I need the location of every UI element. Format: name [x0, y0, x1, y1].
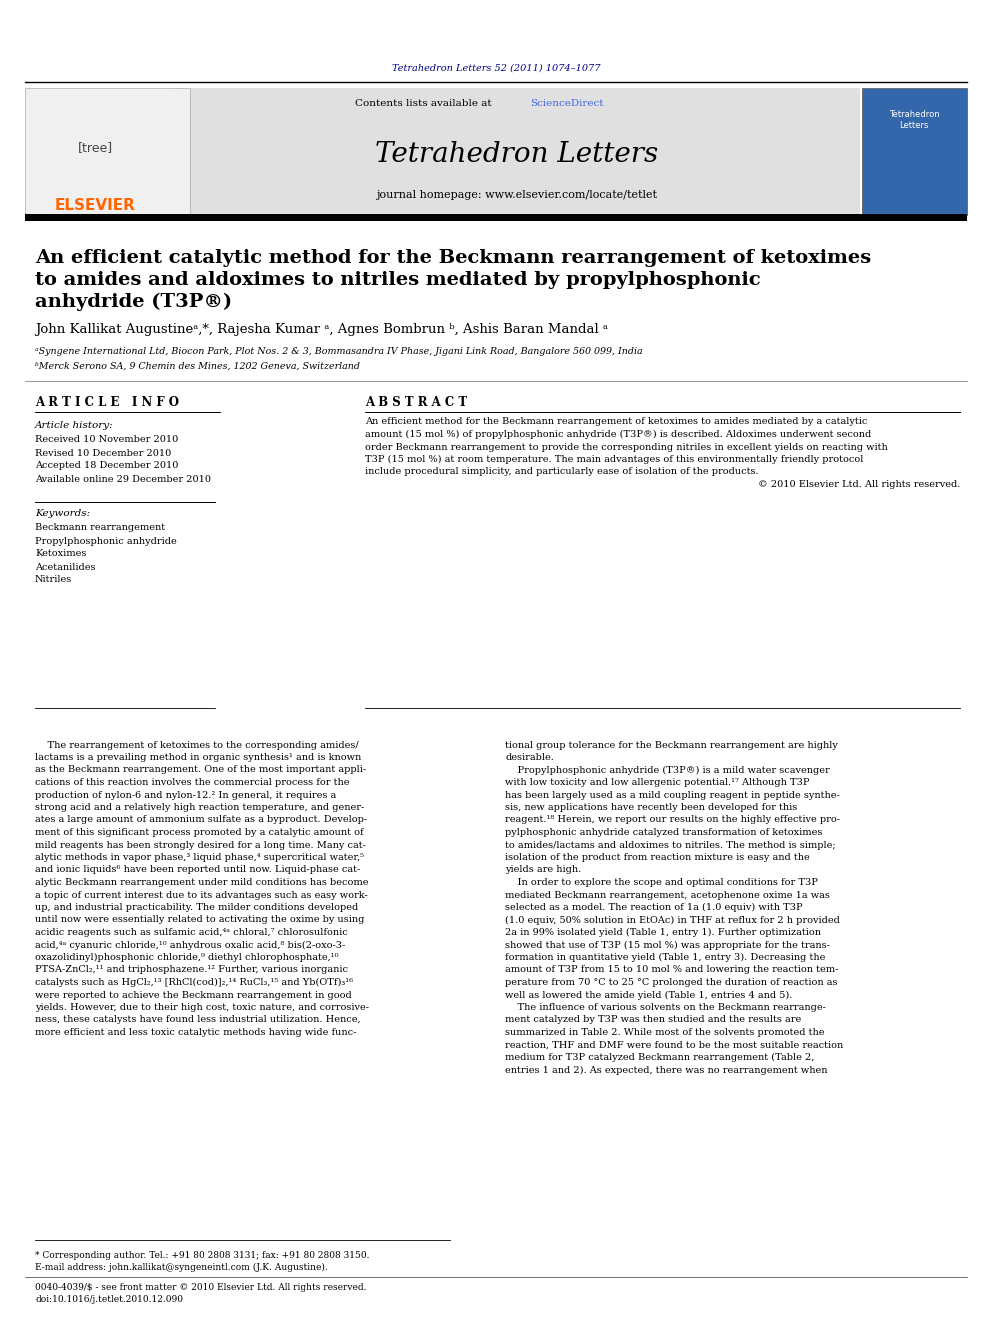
Text: more efficient and less toxic catalytic methods having wide func-: more efficient and less toxic catalytic …	[35, 1028, 356, 1037]
Text: Available online 29 December 2010: Available online 29 December 2010	[35, 475, 211, 483]
Text: summarized in Table 2. While most of the solvents promoted the: summarized in Table 2. While most of the…	[505, 1028, 824, 1037]
Text: showed that use of T3P (15 mol %) was appropriate for the trans-: showed that use of T3P (15 mol %) was ap…	[505, 941, 830, 950]
Text: acidic reagents such as sulfamic acid,⁴ᵃ chloral,⁷ chlorosulfonic: acidic reagents such as sulfamic acid,⁴ᵃ…	[35, 927, 348, 937]
Text: The influence of various solvents on the Beckmann rearrange-: The influence of various solvents on the…	[505, 1003, 826, 1012]
Text: ment catalyzed by T3P was then studied and the results are: ment catalyzed by T3P was then studied a…	[505, 1016, 802, 1024]
Text: [tree]: [tree]	[77, 142, 112, 155]
Text: production of nylon-6 and nylon-12.² In general, it requires a: production of nylon-6 and nylon-12.² In …	[35, 791, 336, 799]
Text: Nitriles: Nitriles	[35, 576, 72, 585]
Text: An efficient method for the Beckmann rearrangement of ketoximes to amides mediat: An efficient method for the Beckmann rea…	[365, 418, 867, 426]
Text: Received 10 November 2010: Received 10 November 2010	[35, 435, 179, 445]
Text: Acetanilides: Acetanilides	[35, 562, 95, 572]
Text: lactams is a prevailing method in organic synthesis¹ and is known: lactams is a prevailing method in organi…	[35, 753, 361, 762]
Text: isolation of the product from reaction mixture is easy and the: isolation of the product from reaction m…	[505, 853, 809, 863]
Text: until now were essentially related to activating the oxime by using: until now were essentially related to ac…	[35, 916, 364, 925]
Text: Revised 10 December 2010: Revised 10 December 2010	[35, 448, 172, 458]
Text: include procedural simplicity, and particularly ease of isolation of the product: include procedural simplicity, and parti…	[365, 467, 759, 476]
Text: 2a in 99% isolated yield (Table 1, entry 1). Further optimization: 2a in 99% isolated yield (Table 1, entry…	[505, 927, 821, 937]
Text: Accepted 18 December 2010: Accepted 18 December 2010	[35, 462, 179, 471]
Text: sis, new applications have recently been developed for this: sis, new applications have recently been…	[505, 803, 798, 812]
Text: Propylphosphonic anhydride: Propylphosphonic anhydride	[35, 537, 177, 545]
Text: alytic Beckmann rearrangement under mild conditions has become: alytic Beckmann rearrangement under mild…	[35, 878, 368, 886]
Text: Tetrahedron
Letters: Tetrahedron Letters	[889, 110, 939, 130]
Text: selected as a model. The reaction of 1a (1.0 equiv) with T3P: selected as a model. The reaction of 1a …	[505, 902, 803, 912]
Text: (1.0 equiv, 50% solution in EtOAc) in THF at reflux for 2 h provided: (1.0 equiv, 50% solution in EtOAc) in TH…	[505, 916, 840, 925]
Text: up, and industrial practicability. The milder conditions developed: up, and industrial practicability. The m…	[35, 904, 358, 912]
Text: Tetrahedron Letters 52 (2011) 1074–1077: Tetrahedron Letters 52 (2011) 1074–1077	[392, 64, 600, 73]
Bar	[175, 89, 860, 216]
Text: alytic methods in vapor phase,³ liquid phase,⁴ supercritical water,⁵: alytic methods in vapor phase,³ liquid p…	[35, 853, 364, 863]
Text: yields are high.: yields are high.	[505, 865, 581, 875]
Text: with low toxicity and low allergenic potential.¹⁷ Although T3P: with low toxicity and low allergenic pot…	[505, 778, 809, 787]
Text: yields. However, due to their high cost, toxic nature, and corrosive-: yields. However, due to their high cost,…	[35, 1003, 369, 1012]
Text: oxazolidinyl)phosphonic chloride,⁹ diethyl chlorophosphate,¹⁰: oxazolidinyl)phosphonic chloride,⁹ dieth…	[35, 953, 338, 962]
Text: ScienceDirect: ScienceDirect	[530, 99, 603, 108]
Text: T3P (15 mol %) at room temperature. The main advantages of this environmentally : T3P (15 mol %) at room temperature. The …	[365, 455, 863, 464]
Text: journal homepage: www.elsevier.com/locate/tetlet: journal homepage: www.elsevier.com/locat…	[377, 191, 658, 200]
Text: reaction, THF and DMF were found to be the most suitable reaction: reaction, THF and DMF were found to be t…	[505, 1040, 843, 1049]
Text: medium for T3P catalyzed Beckmann rearrangement (Table 2,: medium for T3P catalyzed Beckmann rearra…	[505, 1053, 814, 1062]
Text: acid,⁴ᵃ cyanuric chloride,¹⁰ anhydrous oxalic acid,⁸ bis(2-oxo-3-: acid,⁴ᵃ cyanuric chloride,¹⁰ anhydrous o…	[35, 941, 345, 950]
Text: Tetrahedron Letters: Tetrahedron Letters	[375, 142, 659, 168]
Text: The rearrangement of ketoximes to the corresponding amides/: The rearrangement of ketoximes to the co…	[35, 741, 359, 750]
Text: ᵇMerck Serono SA, 9 Chemin des Mines, 1202 Geneva, Switzerland: ᵇMerck Serono SA, 9 Chemin des Mines, 12…	[35, 361, 360, 370]
Text: A R T I C L E   I N F O: A R T I C L E I N F O	[35, 396, 179, 409]
Text: In order to explore the scope and optimal conditions for T3P: In order to explore the scope and optima…	[505, 878, 817, 886]
Text: amount of T3P from 15 to 10 mol % and lowering the reaction tem-: amount of T3P from 15 to 10 mol % and lo…	[505, 966, 838, 975]
Text: ates a large amount of ammonium sulfate as a byproduct. Develop-: ates a large amount of ammonium sulfate …	[35, 815, 367, 824]
Text: ᵃSyngene International Ltd, Biocon Park, Plot Nos. 2 & 3, Bommasandra IV Phase, : ᵃSyngene International Ltd, Biocon Park,…	[35, 348, 643, 356]
Text: catalysts such as HgCl₂,¹³ [RhCl(cod)]₂,¹⁴ RuCl₃,¹⁵ and Yb(OTf)₃¹⁶: catalysts such as HgCl₂,¹³ [RhCl(cod)]₂,…	[35, 978, 353, 987]
Text: PTSA-ZnCl₂,¹¹ and triphosphazene.¹² Further, various inorganic: PTSA-ZnCl₂,¹¹ and triphosphazene.¹² Furt…	[35, 966, 348, 975]
Text: desirable.: desirable.	[505, 753, 554, 762]
Text: formation in quantitative yield (Table 1, entry 3). Decreasing the: formation in quantitative yield (Table 1…	[505, 953, 825, 962]
Text: to amides and aldoximes to nitriles mediated by propylphosphonic: to amides and aldoximes to nitriles medi…	[35, 271, 761, 288]
Text: perature from 70 °C to 25 °C prolonged the duration of reaction as: perature from 70 °C to 25 °C prolonged t…	[505, 978, 837, 987]
Text: ment of this significant process promoted by a catalytic amount of: ment of this significant process promote…	[35, 828, 364, 837]
Text: anhydride (T3P®): anhydride (T3P®)	[35, 292, 232, 311]
Text: Beckmann rearrangement: Beckmann rearrangement	[35, 524, 165, 532]
Text: well as lowered the amide yield (Table 1, entries 4 and 5).: well as lowered the amide yield (Table 1…	[505, 991, 793, 1000]
Text: * Corresponding author. Tel.: +91 80 2808 3131; fax: +91 80 2808 3150.: * Corresponding author. Tel.: +91 80 280…	[35, 1250, 369, 1259]
Bar	[25, 214, 967, 221]
Text: Ketoximes: Ketoximes	[35, 549, 86, 558]
Text: strong acid and a relatively high reaction temperature, and gener-: strong acid and a relatively high reacti…	[35, 803, 364, 812]
Text: doi:10.1016/j.tetlet.2010.12.090: doi:10.1016/j.tetlet.2010.12.090	[35, 1295, 183, 1304]
Text: pylphosphonic anhydride catalyzed transformation of ketoximes: pylphosphonic anhydride catalyzed transf…	[505, 828, 822, 837]
Text: cations of this reaction involves the commercial process for the: cations of this reaction involves the co…	[35, 778, 349, 787]
Text: ELSEVIER: ELSEVIER	[55, 197, 136, 213]
Text: as the Beckmann rearrangement. One of the most important appli-: as the Beckmann rearrangement. One of th…	[35, 766, 366, 774]
Text: 0040-4039/$ - see front matter © 2010 Elsevier Ltd. All rights reserved.: 0040-4039/$ - see front matter © 2010 El…	[35, 1283, 366, 1293]
Text: mild reagents has been strongly desired for a long time. Many cat-: mild reagents has been strongly desired …	[35, 840, 366, 849]
Text: mediated Beckmann rearrangement, acetophenone oxime 1a was: mediated Beckmann rearrangement, acetoph…	[505, 890, 830, 900]
Text: Keywords:: Keywords:	[35, 509, 90, 519]
Text: Article history:: Article history:	[35, 422, 114, 430]
Text: tional group tolerance for the Beckmann rearrangement are highly: tional group tolerance for the Beckmann …	[505, 741, 838, 750]
Text: entries 1 and 2). As expected, there was no rearrangement when: entries 1 and 2). As expected, there was…	[505, 1065, 827, 1074]
Text: Contents lists available at: Contents lists available at	[355, 99, 495, 108]
Text: Propylphosphonic anhydride (T3P®) is a mild water scavenger: Propylphosphonic anhydride (T3P®) is a m…	[505, 766, 829, 774]
Text: has been largely used as a mild coupling reagent in peptide synthe-: has been largely used as a mild coupling…	[505, 791, 840, 799]
Text: A B S T R A C T: A B S T R A C T	[365, 396, 467, 409]
Text: An efficient catalytic method for the Beckmann rearrangement of ketoximes: An efficient catalytic method for the Be…	[35, 249, 871, 267]
Text: order Beckmann rearrangement to provide the corresponding nitriles in excellent : order Beckmann rearrangement to provide …	[365, 442, 888, 451]
Text: © 2010 Elsevier Ltd. All rights reserved.: © 2010 Elsevier Ltd. All rights reserved…	[758, 480, 960, 490]
Text: to amides/lactams and aldoximes to nitriles. The method is simple;: to amides/lactams and aldoximes to nitri…	[505, 840, 835, 849]
Text: and ionic liquids⁶ have been reported until now. Liquid-phase cat-: and ionic liquids⁶ have been reported un…	[35, 865, 360, 875]
Text: amount (15 mol %) of propylphosphonic anhydride (T3P®) is described. Aldoximes u: amount (15 mol %) of propylphosphonic an…	[365, 430, 871, 439]
Text: John Kallikat Augustineᵃ,*, Rajesha Kumar ᵃ, Agnes Bombrun ᵇ, Ashis Baran Mandal: John Kallikat Augustineᵃ,*, Rajesha Kuma…	[35, 324, 608, 336]
Text: ness, these catalysts have found less industrial utilization. Hence,: ness, these catalysts have found less in…	[35, 1016, 361, 1024]
Bar	[862, 89, 967, 216]
Text: E-mail address: john.kallikat@syngeneintl.com (J.K. Augustine).: E-mail address: john.kallikat@syngeneint…	[35, 1262, 327, 1271]
Text: were reported to achieve the Beckmann rearrangement in good: were reported to achieve the Beckmann re…	[35, 991, 352, 999]
Bar	[25, 89, 190, 216]
Text: a topic of current interest due to its advantages such as easy work-: a topic of current interest due to its a…	[35, 890, 368, 900]
Text: reagent.¹⁸ Herein, we report our results on the highly effective pro-: reagent.¹⁸ Herein, we report our results…	[505, 815, 840, 824]
